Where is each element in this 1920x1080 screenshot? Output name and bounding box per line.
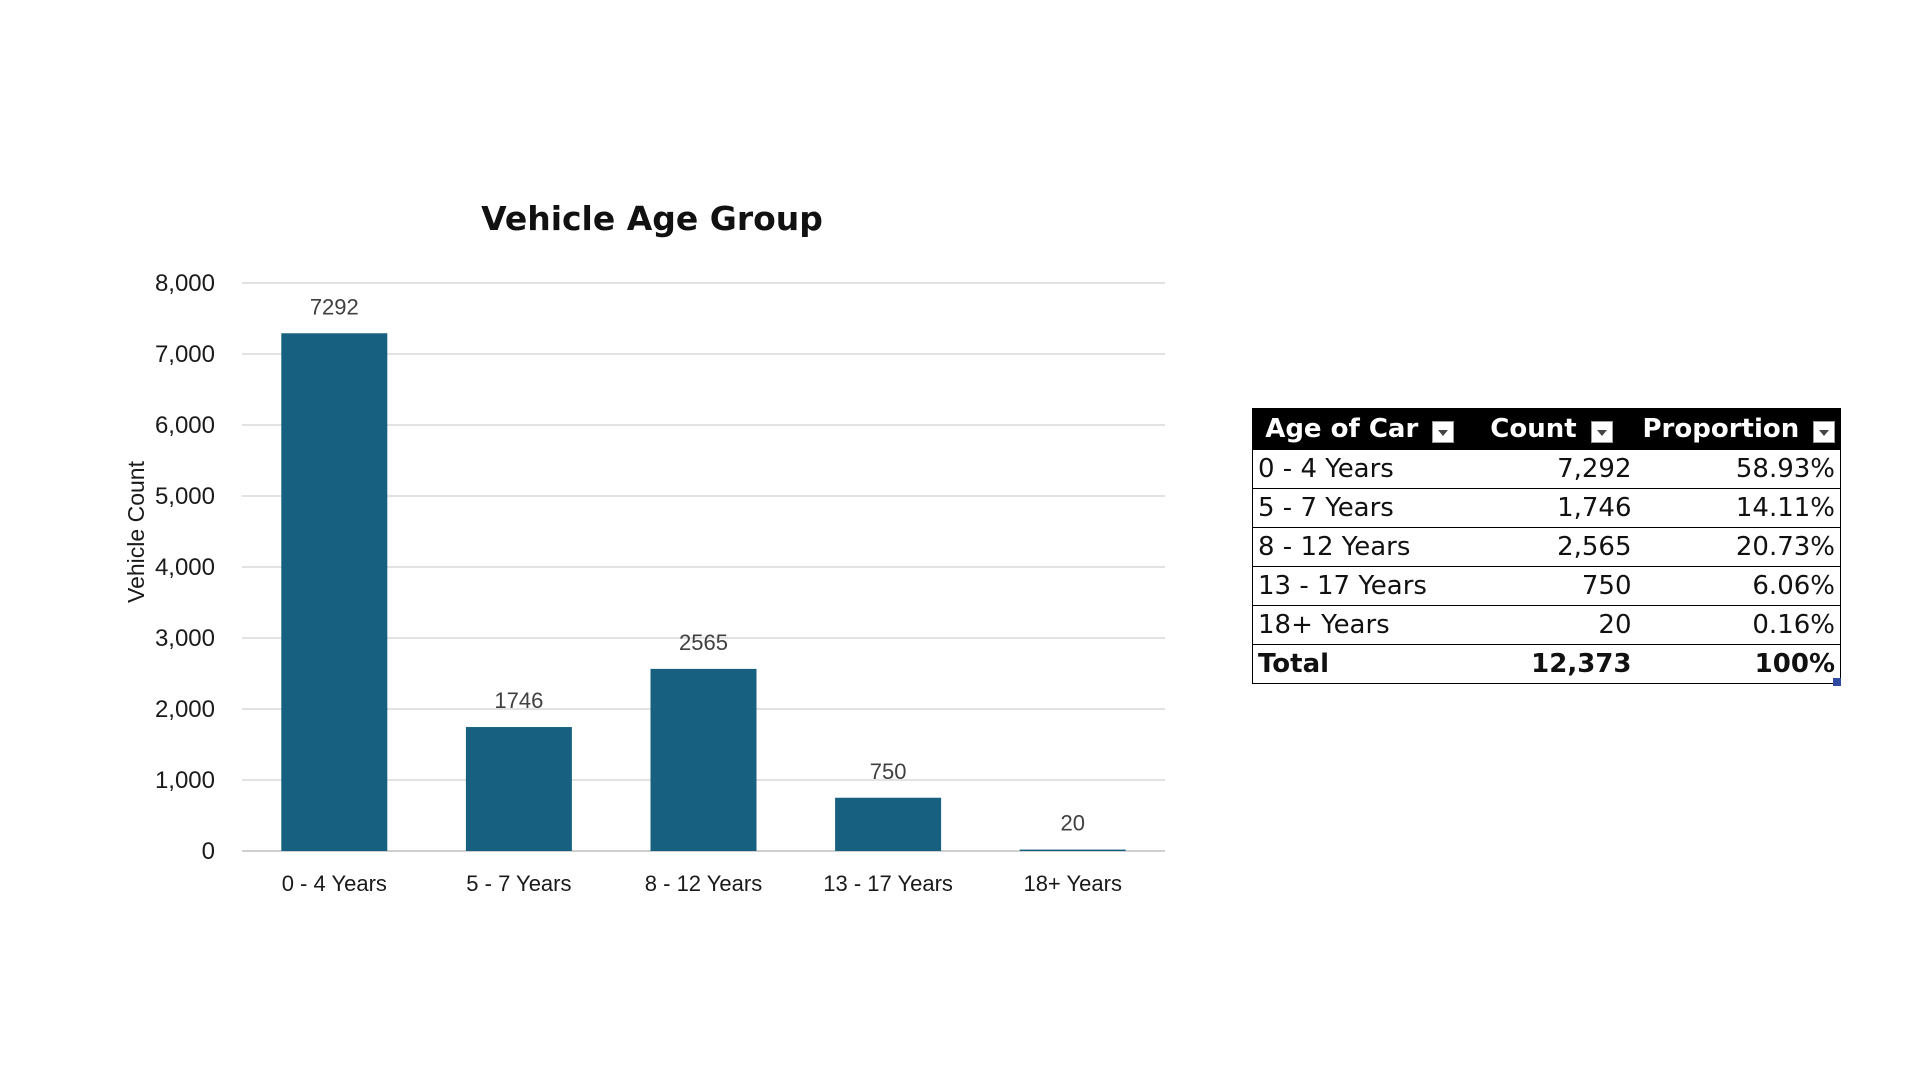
cell-proportion[interactable]: 6.06% (1636, 566, 1841, 606)
cell-age[interactable]: 5 - 7 Years (1252, 488, 1467, 528)
cell-count[interactable]: 750 (1466, 566, 1637, 606)
cell-count[interactable]: 2,565 (1466, 527, 1637, 567)
header-label: Proportion (1642, 414, 1800, 444)
bar (650, 668, 757, 851)
x-axis-ticks: 0 - 4 Years 5 - 7 Years 8 - 12 Years 13 - 1… (282, 871, 1122, 896)
y-tick-label: 2,000 (155, 696, 215, 723)
y-axis-title: Vehicle Count (123, 460, 149, 603)
table-total-row[interactable]: Total 12,373 100% (1252, 644, 1841, 684)
cell-total-count[interactable]: 12,373 (1466, 644, 1637, 684)
bar (835, 797, 942, 851)
cell-proportion[interactable]: 58.93% (1636, 449, 1841, 489)
bars (281, 333, 1126, 851)
y-axis-ticks: 0 1,000 2,000 3,000 4,000 5,000 6,000 7,000 8,00… (155, 270, 215, 865)
age-summary-table: Age of Car Count Proportion 0 - 4 Years … (1252, 408, 1841, 684)
cell-age[interactable]: 0 - 4 Years (1252, 449, 1467, 489)
cell-total-label[interactable]: Total (1252, 644, 1467, 684)
table-row[interactable]: 18+ Years 20 0.16% (1252, 605, 1841, 645)
data-label: 20 (1060, 811, 1084, 836)
x-tick-label: 13 - 17 Years (823, 871, 953, 896)
y-tick-label: 1,000 (155, 767, 215, 794)
cell-proportion[interactable]: 20.73% (1636, 527, 1841, 567)
cell-age[interactable]: 18+ Years (1252, 605, 1467, 645)
dropdown-filter-icon[interactable] (1432, 420, 1455, 443)
table-resize-handle[interactable] (1833, 678, 1841, 686)
x-tick-label: 5 - 7 Years (466, 871, 571, 896)
cell-total-proportion[interactable]: 100% (1636, 644, 1841, 684)
cell-count[interactable]: 7,292 (1466, 449, 1637, 489)
table-row[interactable]: 0 - 4 Years 7,292 58.93% (1252, 449, 1841, 489)
chart-title: Vehicle Age Group (481, 199, 823, 238)
y-tick-label: 7,000 (155, 341, 215, 368)
cell-age[interactable]: 13 - 17 Years (1252, 566, 1467, 606)
bar (281, 333, 388, 851)
data-label: 7292 (310, 294, 359, 319)
x-tick-label: 8 - 12 Years (645, 871, 762, 896)
table-row[interactable]: 8 - 12 Years 2,565 20.73% (1252, 527, 1841, 567)
table-header-row: Age of Car Count Proportion (1252, 408, 1841, 450)
header-proportion: Proportion (1636, 408, 1841, 450)
header-label: Age of Car (1265, 414, 1419, 444)
data-label: 750 (870, 759, 907, 784)
y-tick-label: 5,000 (155, 483, 215, 510)
header-count: Count (1466, 408, 1637, 450)
bar (465, 727, 572, 851)
data-labels: 7292 1746 2565 750 20 (310, 294, 1085, 835)
y-tick-label: 3,000 (155, 625, 215, 652)
cell-proportion[interactable]: 0.16% (1636, 605, 1841, 645)
dropdown-filter-icon[interactable] (1813, 420, 1836, 443)
cell-count[interactable]: 1,746 (1466, 488, 1637, 528)
table-row[interactable]: 13 - 17 Years 750 6.06% (1252, 566, 1841, 606)
cell-age[interactable]: 8 - 12 Years (1252, 527, 1467, 567)
data-label: 2565 (679, 630, 728, 655)
x-tick-label: 0 - 4 Years (282, 871, 387, 896)
y-tick-label: 4,000 (155, 554, 215, 581)
bar (1019, 849, 1126, 851)
cell-count[interactable]: 20 (1466, 605, 1637, 645)
y-tick-label: 0 (202, 838, 215, 865)
data-label: 1746 (494, 688, 543, 713)
dropdown-filter-icon[interactable] (1590, 420, 1613, 443)
cell-proportion[interactable]: 14.11% (1636, 488, 1841, 528)
table-row[interactable]: 5 - 7 Years 1,746 14.11% (1252, 488, 1841, 528)
y-tick-label: 6,000 (155, 412, 215, 439)
y-tick-label: 8,000 (155, 270, 215, 297)
x-tick-label: 18+ Years (1023, 871, 1121, 896)
header-label: Count (1490, 414, 1577, 444)
header-age-of-car: Age of Car (1252, 408, 1467, 450)
